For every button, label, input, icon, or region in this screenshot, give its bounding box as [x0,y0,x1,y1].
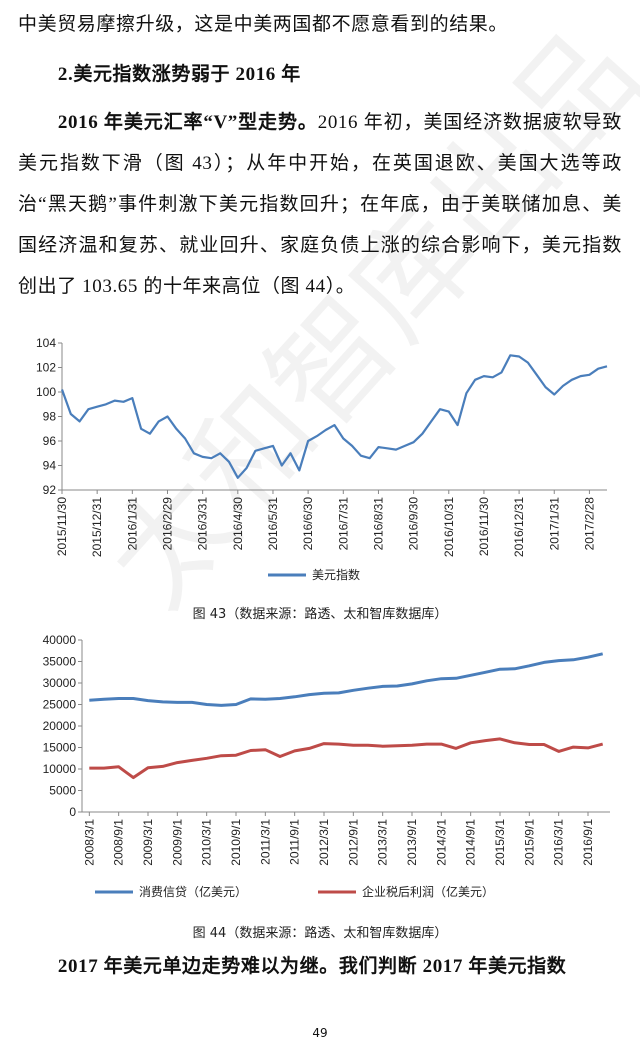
text: 2016 年初，美国经济数据疲软导致美元指数下滑（图 43）；从年中开始，在英国… [18,112,622,297]
y-tick-label: 104 [36,336,56,350]
y-tick-label: 35000 [43,655,77,669]
x-tick-label: 2014/3/1 [434,819,448,866]
y-tick-label: 92 [43,483,57,497]
y-tick-label: 98 [43,410,57,424]
y-tick-label: 96 [43,434,57,448]
x-tick-label: 2017/2/28 [582,497,596,551]
x-tick-label: 2008/9/1 [112,819,126,866]
y-tick-label: 5000 [49,784,76,798]
x-tick-label: 2016/4/30 [231,497,245,551]
y-tick-label: 15000 [43,741,77,755]
y-tick-label: 30000 [43,676,77,690]
x-tick-label: 2016/6/30 [301,497,315,551]
x-tick-label: 2016/9/30 [407,497,421,551]
x-tick-label: 2016/11/30 [477,497,491,556]
x-tick-label: 2010/3/1 [200,819,214,866]
paragraph: 2016 年美元汇率“V”型走势。2016 年初，美国经济数据疲软导致美元指数下… [18,102,622,307]
y-tick-label: 40000 [43,633,77,647]
x-tick-label: 2016/5/31 [266,497,280,551]
line-series [89,737,604,780]
chart: 92 94 96 98 100 102 104 2015/11/30 2015/12/31 201… [36,336,608,582]
x-tick-label: 2011/9/1 [288,819,302,865]
paragraph: 中美贸易摩擦升级，这是中美两国都不愿意看到的结果。 [18,14,509,35]
x-tick-label: 2016/8/31 [371,497,385,551]
x-tick-label: 2016/12/31 [512,497,526,557]
x-tick-label: 2009/3/1 [141,819,155,866]
paragraph: 2017 年美元单边走势难以为继。我们判断 2017 年美元指数 [57,956,567,977]
x-tick-label: 2016/1/31 [125,497,139,551]
x-tick-label: 2015/12/31 [90,497,104,557]
chart: 0 5000 10000 15000 20000 25000 30000 35000 40000… [43,633,610,899]
legend-label: 企业税后利润（亿美元） [362,884,494,899]
x-tick-label: 2016/10/31 [442,497,456,557]
x-tick-label: 2016/9/1 [581,819,595,866]
y-tick-label: 94 [43,459,57,473]
x-tick-label: 2012/9/1 [346,819,360,866]
x-tick-label: 2009/9/1 [170,819,184,866]
y-tick-label: 102 [36,361,56,375]
lead: 2016 年美元汇率“V”型走势。 [57,112,318,133]
x-tick-label: 2013/3/1 [376,819,390,866]
x-tick-label: 2016/2/29 [160,497,174,551]
x-tick-label: 2012/3/1 [317,819,331,866]
x-tick-label: 2011/3/1 [258,819,272,865]
x-tick-label: 2016/3/31 [196,497,210,551]
caption: 图 44（数据来源：路透、太和智库数据库） [192,926,448,941]
y-tick-label: 10000 [43,762,77,776]
x-tick-label: 2016/3/1 [552,819,566,866]
line-series [60,354,608,479]
heading: 2.美元指数涨势弱于 2016 年 [57,64,301,85]
y-tick-label: 25000 [43,698,77,712]
line-series [89,652,604,707]
page-number: 49 [312,1026,328,1040]
x-tick-label: 2016/7/31 [336,497,350,551]
x-tick-label: 2015/9/1 [522,819,536,866]
caption: 图 43（数据来源：路透、太和智库数据库） [192,607,448,622]
legend-label: 美元指数 [312,567,360,582]
y-tick-label: 100 [36,385,56,399]
legend-label: 消费信贷（亿美元） [139,884,247,899]
x-tick-label: 2013/9/1 [405,819,419,866]
x-tick-label: 2008/3/1 [82,819,96,866]
y-tick-label: 20000 [43,719,77,733]
x-tick-label: 2010/9/1 [229,819,243,866]
x-tick-label: 2017/1/31 [547,497,561,551]
y-tick-label: 0 [69,805,76,819]
x-tick-label: 2015/3/1 [493,819,507,866]
x-tick-label: 2015/11/30 [55,497,69,556]
x-tick-label: 2014/9/1 [464,819,478,866]
